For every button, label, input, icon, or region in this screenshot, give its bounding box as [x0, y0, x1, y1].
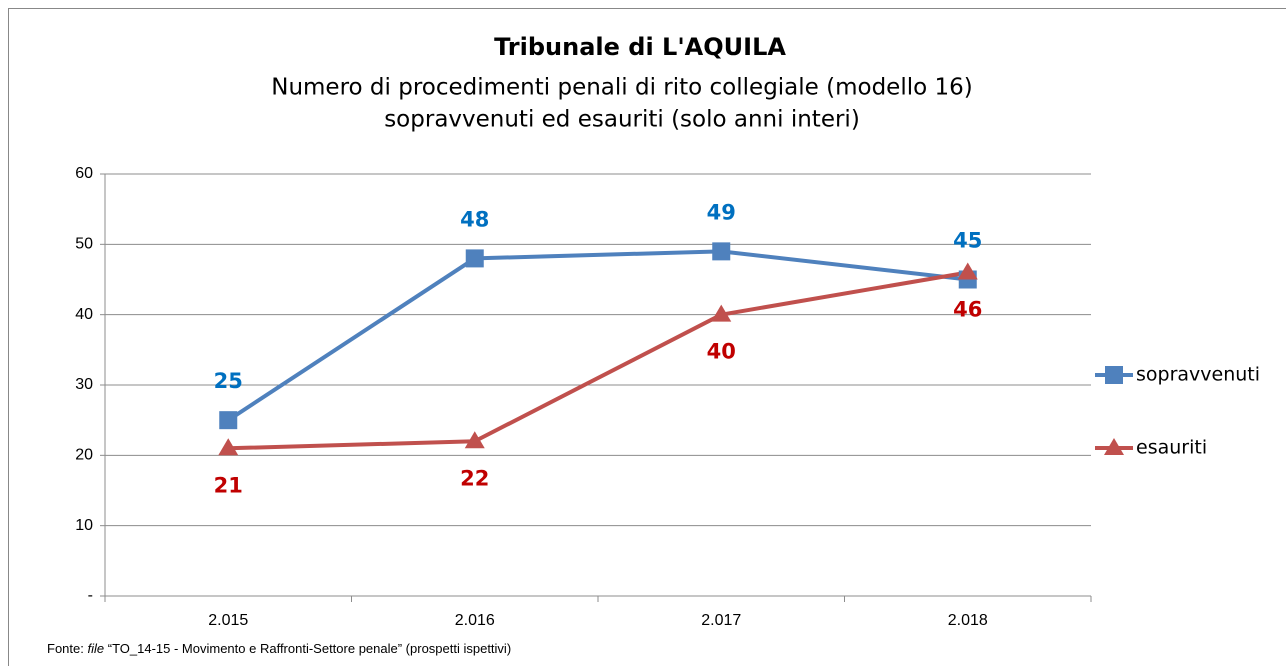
- chart-border: [8, 8, 1286, 666]
- data-label: 25: [214, 369, 243, 393]
- legend-marker: [1104, 438, 1124, 455]
- x-tick-label: 2.017: [701, 612, 741, 629]
- legend-label: esauriti: [1136, 437, 1207, 459]
- y-tick-label: 50: [75, 236, 93, 253]
- x-tick-label: 2.016: [455, 612, 495, 629]
- data-point: [465, 249, 484, 268]
- y-tick-label: 30: [75, 376, 93, 393]
- series-line: [228, 270, 969, 451]
- series-line: [227, 249, 968, 422]
- data-label: 48: [460, 207, 489, 231]
- data-point: [219, 411, 238, 430]
- x-tick-label: 2.018: [948, 612, 988, 629]
- source-text: “TO_14-15 - Movimento e Raffronti-Settor…: [108, 641, 511, 656]
- y-tick-label: 40: [75, 306, 93, 323]
- legend-marker: [1105, 366, 1123, 384]
- chart-subtitle: sopravvenuti ed esauriti (solo anni inte…: [384, 107, 860, 133]
- data-label: 46: [953, 297, 982, 321]
- data-point: [957, 262, 978, 280]
- source-prefix: Fonte:: [47, 641, 84, 656]
- y-tick-label: 60: [75, 165, 93, 182]
- data-label: 21: [214, 473, 243, 497]
- y-tick-label: 20: [75, 447, 93, 464]
- data-label: 40: [707, 340, 736, 364]
- data-label: 22: [460, 466, 489, 490]
- data-point: [464, 431, 485, 449]
- y-tick-label: -: [88, 587, 93, 604]
- data-label: 49: [707, 200, 736, 224]
- source-emphasis: file: [87, 641, 104, 656]
- data-label: 45: [953, 229, 982, 253]
- legend-label: sopravvenuti: [1136, 364, 1260, 386]
- chart-subtitle: Numero di procedimenti penali di rito co…: [271, 75, 972, 101]
- data-point: [711, 304, 732, 322]
- chart-title: Tribunale di L'AQUILA: [494, 33, 786, 61]
- y-tick-label: 10: [75, 517, 93, 534]
- source-note: Fonte: file “TO_14-15 - Movimento e Raff…: [47, 641, 511, 656]
- data-point: [712, 242, 731, 261]
- x-tick-label: 2.015: [208, 612, 248, 629]
- data-point: [218, 438, 239, 456]
